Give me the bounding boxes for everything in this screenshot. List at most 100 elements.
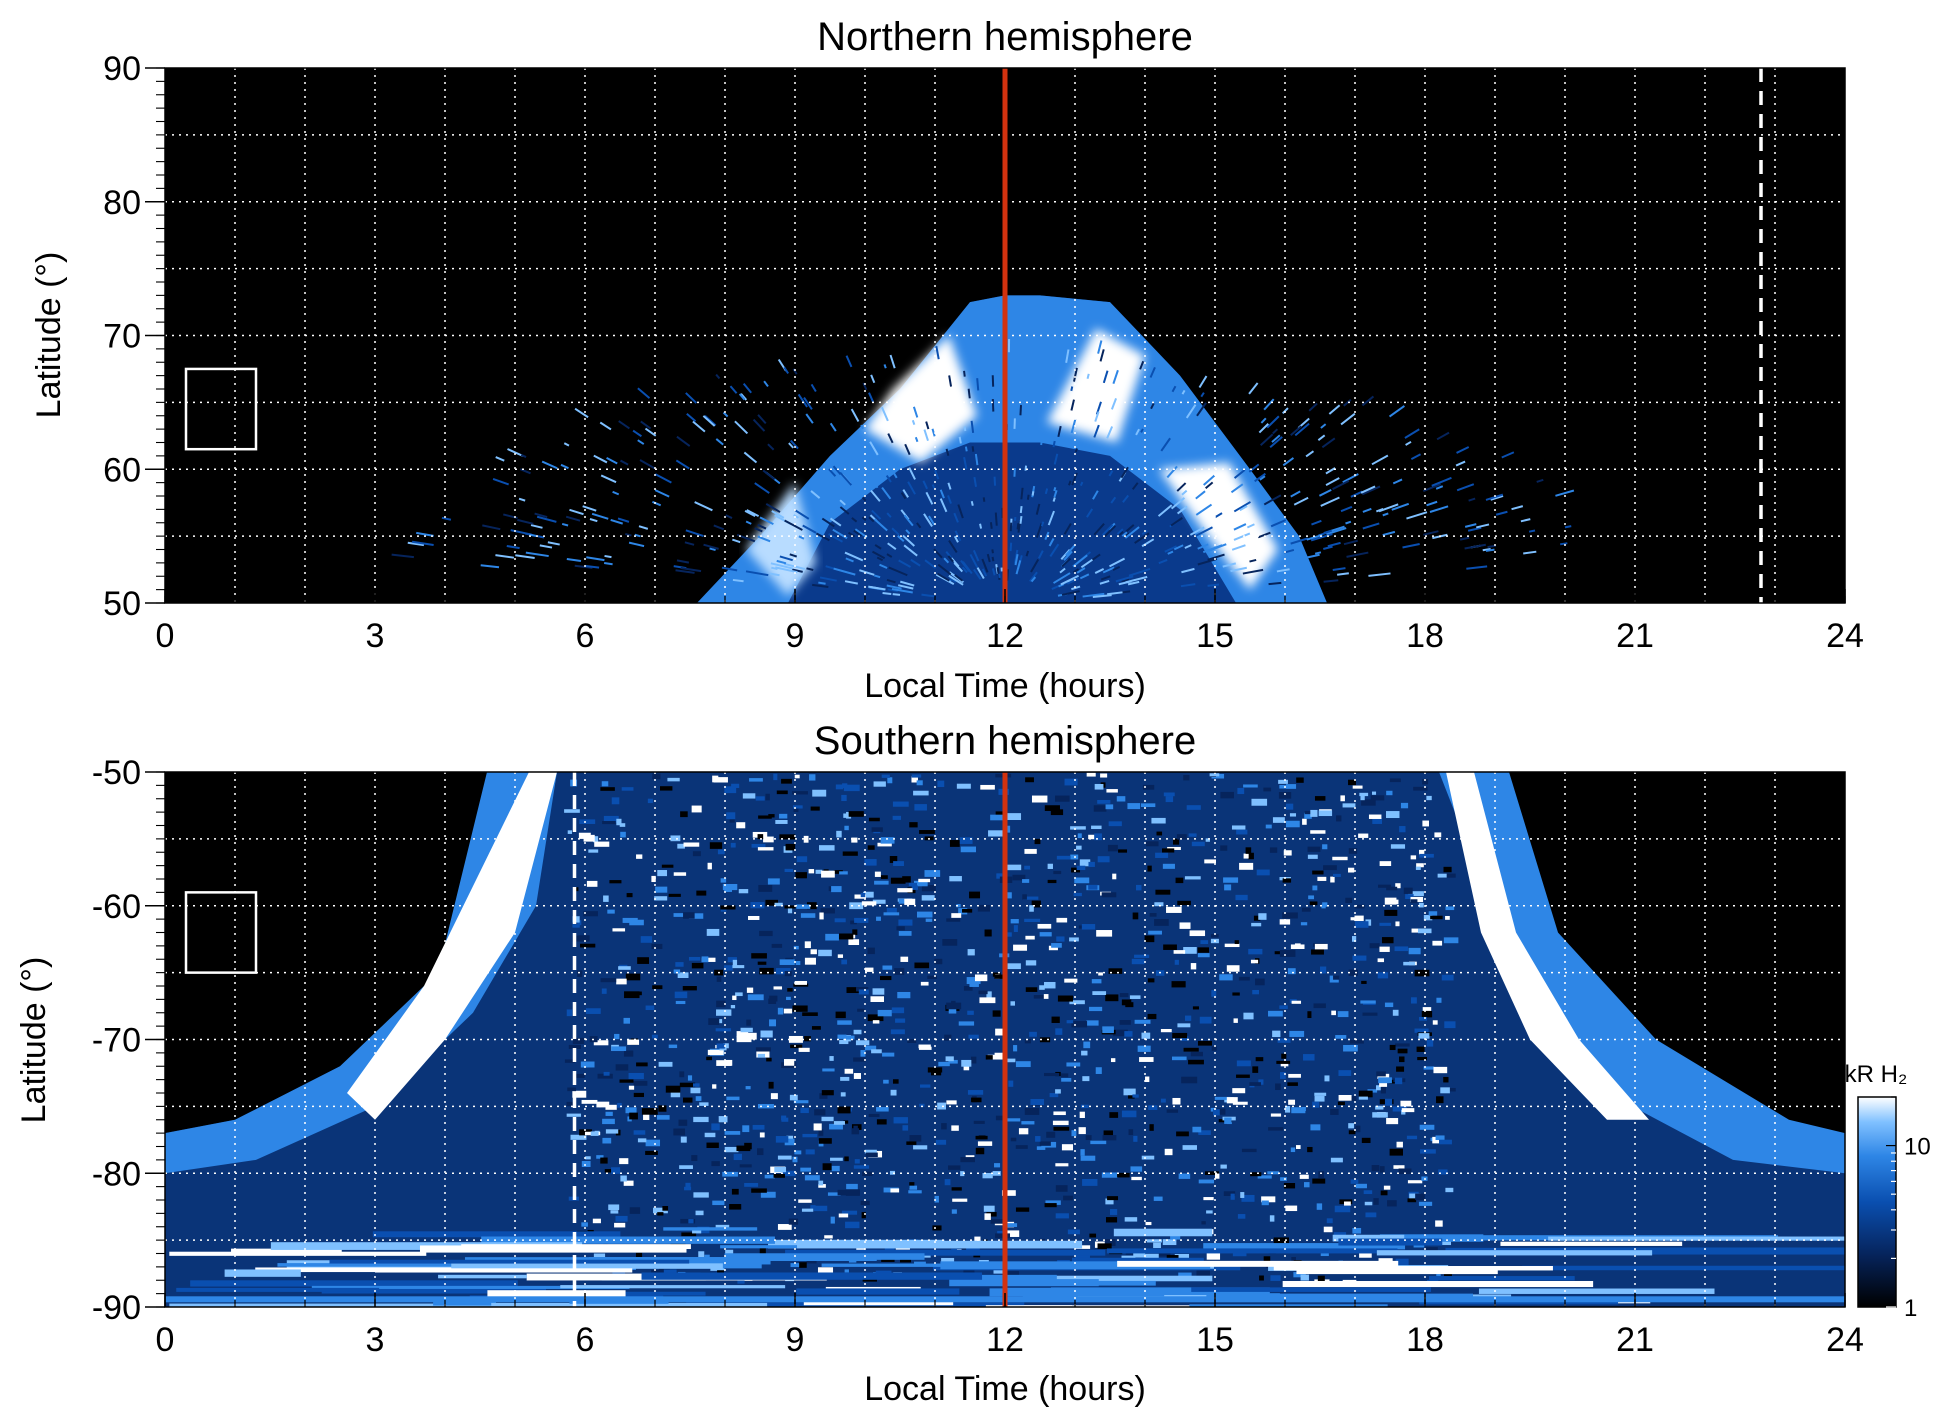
cap-texture-speck: [911, 776, 918, 783]
cap-texture-speck: [1241, 1194, 1255, 1202]
cap-texture-speck: [1142, 784, 1155, 790]
cap-texture-speck: [679, 1165, 693, 1169]
cap-texture-speck: [615, 1064, 629, 1071]
oval-texture-streak: [945, 551, 952, 559]
oval-texture-streak: [752, 418, 766, 432]
oval-texture-streak: [1019, 506, 1023, 514]
cap-texture-speck: [1337, 1101, 1345, 1106]
oval-texture-streak: [1290, 490, 1301, 498]
x-tick-label: 0: [156, 617, 175, 655]
cap-texture-speck: [1078, 1127, 1086, 1135]
cap-texture-speck: [658, 1061, 673, 1067]
oval-texture-streak: [1422, 483, 1442, 492]
cap-texture-speck: [1236, 829, 1248, 835]
cap-texture-speck: [1401, 1108, 1415, 1113]
cap-texture-speck: [616, 818, 622, 826]
cap-texture-speck: [633, 1130, 646, 1135]
oval-texture-streak: [935, 345, 940, 360]
cap-texture-speck: [713, 777, 728, 783]
cap-texture-speck: [1161, 848, 1175, 853]
cap-texture-speck: [971, 1097, 982, 1103]
cap-texture-speck: [607, 909, 615, 914]
oval-texture-streak: [1176, 505, 1188, 515]
oval-texture-streak: [828, 533, 843, 543]
oval-texture-streak: [957, 504, 964, 519]
oval-texture-streak: [743, 451, 758, 464]
cap-texture-speck: [1399, 826, 1406, 833]
cap-texture-speck: [656, 1115, 670, 1120]
cap-texture-speck: [1029, 905, 1034, 912]
cap-texture-speck: [835, 1011, 846, 1019]
oval-texture-streak: [1467, 526, 1482, 532]
cap-texture-speck: [848, 939, 860, 946]
oval-texture-streak: [1049, 543, 1060, 558]
cap-texture-speck: [1094, 833, 1102, 841]
cap-texture-speck: [1206, 1210, 1213, 1214]
cap-texture-speck: [1395, 921, 1400, 927]
oval-texture-streak: [1342, 473, 1359, 484]
cap-texture-speck: [1423, 915, 1433, 921]
cap-texture-speck: [779, 834, 796, 840]
oval-texture-streak: [1263, 398, 1275, 411]
polar-band-streak: [1203, 1243, 1406, 1250]
cap-texture-speck: [1034, 838, 1041, 845]
cap-texture-speck: [1147, 865, 1152, 872]
oval-texture-streak: [861, 496, 867, 502]
cap-texture-speck: [612, 928, 626, 932]
oval-texture-streak: [1070, 386, 1074, 392]
cap-texture-speck: [1006, 1223, 1018, 1227]
cap-texture-speck: [1088, 884, 1098, 890]
oval-texture-streak: [1290, 425, 1302, 437]
oval-texture-streak: [805, 413, 814, 424]
cap-texture-speck: [1334, 1205, 1351, 1213]
cap-texture-speck: [1118, 849, 1128, 853]
cap-texture-speck: [1044, 1203, 1057, 1208]
cap-texture-speck: [862, 891, 874, 898]
cap-texture-speck: [1106, 789, 1118, 793]
cap-texture-speck: [1336, 815, 1342, 822]
cap-texture-speck: [679, 1082, 696, 1088]
cap-texture-speck: [1243, 853, 1249, 859]
oval-texture-streak: [702, 415, 716, 427]
cap-texture-speck: [1097, 1243, 1112, 1249]
cap-texture-speck: [1389, 1079, 1397, 1084]
cap-texture-speck: [1303, 1054, 1315, 1061]
oval-texture-streak: [1340, 412, 1356, 426]
oval-texture-streak: [794, 509, 810, 520]
cap-texture-speck: [1365, 1212, 1377, 1218]
cap-texture-speck: [1055, 1163, 1069, 1167]
cap-texture-speck: [1100, 773, 1108, 778]
cap-texture-speck: [1172, 1097, 1181, 1105]
oval-texture-streak: [845, 557, 854, 563]
cap-texture-speck: [1189, 930, 1206, 937]
northern-title: Northern hemisphere: [817, 15, 1193, 59]
cap-texture-speck: [596, 1101, 610, 1108]
oval-texture-streak: [1063, 550, 1073, 561]
cap-texture-speck: [1219, 974, 1233, 981]
x-tick-label: 0: [156, 1321, 175, 1359]
oval-texture-streak: [1456, 446, 1470, 454]
cap-texture-speck: [948, 1008, 957, 1014]
cap-texture-speck: [1132, 912, 1139, 920]
cap-texture-speck: [846, 987, 860, 994]
cap-texture-speck: [1395, 1258, 1409, 1265]
oval-texture-streak: [998, 573, 1001, 578]
cap-texture-speck: [1265, 824, 1272, 829]
oval-texture-streak: [1197, 543, 1209, 550]
oval-texture-streak: [1102, 370, 1109, 384]
northern-y-axis-label: Latitude (°): [30, 252, 68, 419]
cap-texture-speck: [1001, 1190, 1016, 1196]
oval-texture-streak: [704, 415, 717, 427]
cap-texture-speck: [1022, 896, 1039, 900]
cap-texture-speck: [1093, 805, 1107, 812]
oval-ring: [697, 295, 1327, 603]
cap-texture-speck: [1294, 943, 1301, 948]
cap-texture-speck: [572, 935, 583, 942]
oval-texture-streak: [883, 364, 887, 369]
oval-texture-streak: [560, 463, 569, 470]
cap-texture-speck: [958, 1021, 975, 1026]
cap-texture-speck: [693, 1192, 709, 1198]
cap-texture-speck: [1312, 1178, 1326, 1184]
cap-texture-speck: [1198, 1130, 1211, 1135]
cap-texture-speck: [974, 974, 988, 982]
